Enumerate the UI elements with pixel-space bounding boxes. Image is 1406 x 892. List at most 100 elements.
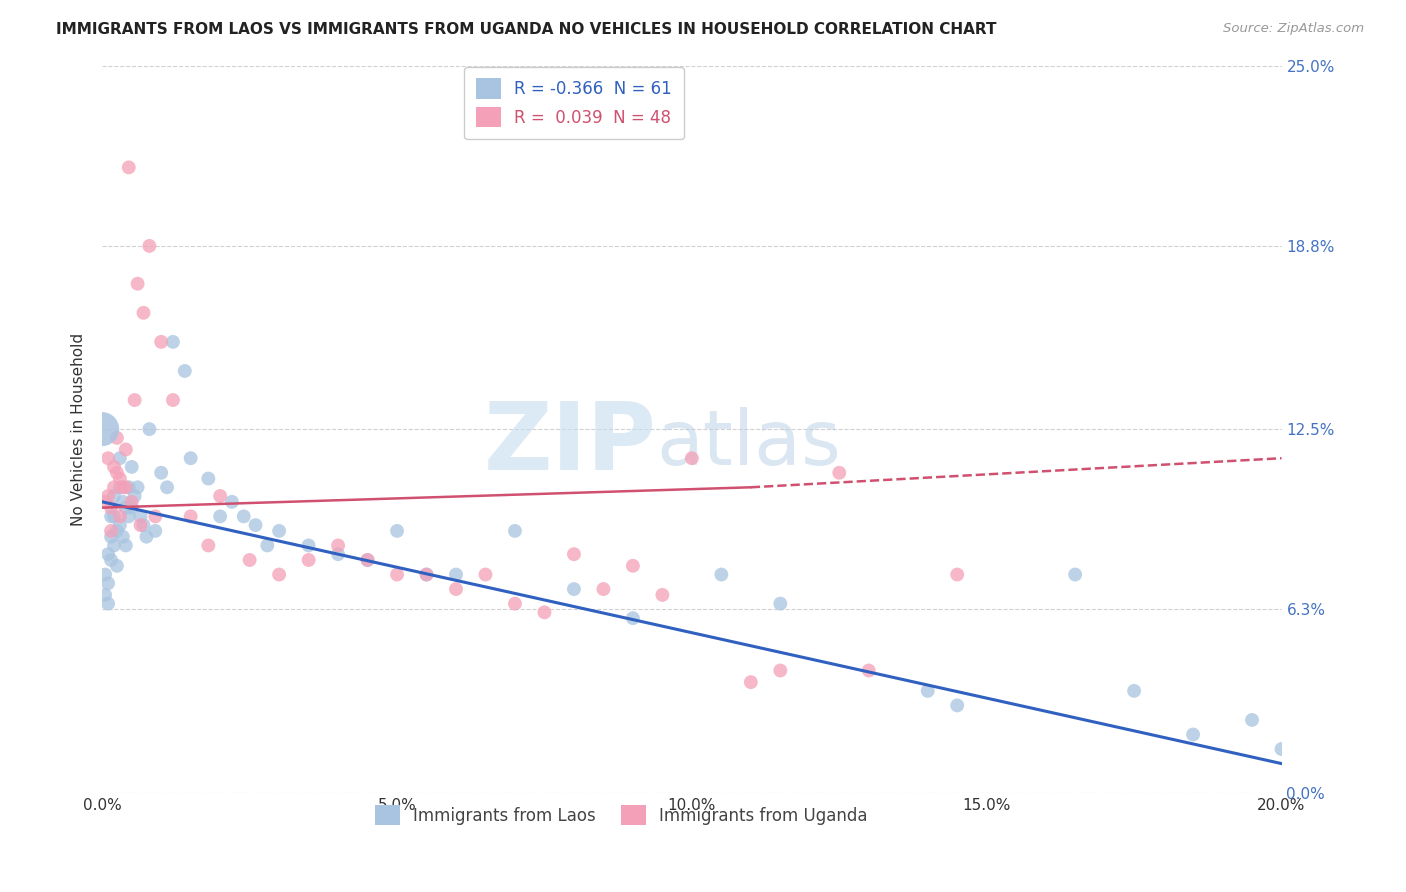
Point <box>132 306 155 320</box>
Point <box>385 524 408 538</box>
Point <box>180 509 202 524</box>
Point <box>114 442 136 457</box>
Point <box>118 509 141 524</box>
Point <box>269 567 291 582</box>
Point <box>150 466 173 480</box>
Point <box>651 588 673 602</box>
Point <box>129 509 152 524</box>
Point <box>162 392 184 407</box>
Point <box>681 451 703 466</box>
Point <box>108 509 131 524</box>
Point <box>232 509 254 524</box>
Point <box>127 277 149 291</box>
Point <box>108 480 131 494</box>
Point <box>209 489 232 503</box>
Point <box>621 611 644 625</box>
Point <box>138 239 160 253</box>
Point <box>592 582 614 596</box>
Point <box>111 480 134 494</box>
Point <box>326 538 349 552</box>
Point <box>103 509 125 524</box>
Point <box>94 588 117 602</box>
Point <box>917 684 939 698</box>
Point <box>111 530 134 544</box>
Point <box>91 422 114 436</box>
Point <box>100 500 122 515</box>
Point <box>256 538 278 552</box>
Point <box>239 553 262 567</box>
Point <box>132 518 155 533</box>
Point <box>121 500 143 515</box>
Point <box>114 480 136 494</box>
Point <box>162 334 184 349</box>
Point <box>858 664 880 678</box>
Point <box>100 524 122 538</box>
Point <box>503 597 526 611</box>
Point <box>150 334 173 349</box>
Point <box>105 524 128 538</box>
Point <box>105 431 128 445</box>
Point <box>105 466 128 480</box>
Point <box>297 538 319 552</box>
Point <box>415 567 437 582</box>
Point <box>562 547 585 561</box>
Point <box>118 161 141 175</box>
Point <box>356 553 378 567</box>
Point <box>129 518 152 533</box>
Point <box>1270 742 1292 756</box>
Point <box>1123 684 1146 698</box>
Point <box>103 489 125 503</box>
Point <box>197 538 219 552</box>
Point <box>108 451 131 466</box>
Point <box>97 451 120 466</box>
Point <box>533 605 555 619</box>
Point <box>180 451 202 466</box>
Text: ZIP: ZIP <box>484 398 657 490</box>
Point <box>103 480 125 494</box>
Point <box>108 518 131 533</box>
Point <box>135 530 157 544</box>
Point <box>118 480 141 494</box>
Point <box>143 509 166 524</box>
Point <box>245 518 267 533</box>
Point <box>221 495 243 509</box>
Y-axis label: No Vehicles in Household: No Vehicles in Household <box>72 333 86 525</box>
Point <box>143 524 166 538</box>
Point <box>1064 567 1087 582</box>
Point <box>121 459 143 474</box>
Point <box>946 567 969 582</box>
Point <box>356 553 378 567</box>
Point <box>946 698 969 713</box>
Point <box>94 567 117 582</box>
Point <box>114 538 136 552</box>
Point <box>103 459 125 474</box>
Point <box>100 530 122 544</box>
Point <box>209 509 232 524</box>
Point <box>710 567 733 582</box>
Point <box>297 553 319 567</box>
Point <box>127 480 149 494</box>
Point <box>138 422 160 436</box>
Point <box>114 500 136 515</box>
Point <box>100 509 122 524</box>
Point <box>100 553 122 567</box>
Point <box>503 524 526 538</box>
Text: IMMIGRANTS FROM LAOS VS IMMIGRANTS FROM UGANDA NO VEHICLES IN HOUSEHOLD CORRELAT: IMMIGRANTS FROM LAOS VS IMMIGRANTS FROM … <box>56 22 997 37</box>
Point <box>173 364 195 378</box>
Text: Source: ZipAtlas.com: Source: ZipAtlas.com <box>1223 22 1364 36</box>
Legend: Immigrants from Laos, Immigrants from Uganda: Immigrants from Laos, Immigrants from Ug… <box>364 795 877 835</box>
Point <box>444 582 467 596</box>
Point <box>121 495 143 509</box>
Point <box>621 558 644 573</box>
Point <box>326 547 349 561</box>
Point <box>740 675 762 690</box>
Point <box>156 480 179 494</box>
Point <box>828 466 851 480</box>
Point <box>124 392 146 407</box>
Point <box>124 489 146 503</box>
Text: atlas: atlas <box>657 407 841 481</box>
Point <box>94 495 117 509</box>
Point <box>385 567 408 582</box>
Point <box>415 567 437 582</box>
Point <box>111 495 134 509</box>
